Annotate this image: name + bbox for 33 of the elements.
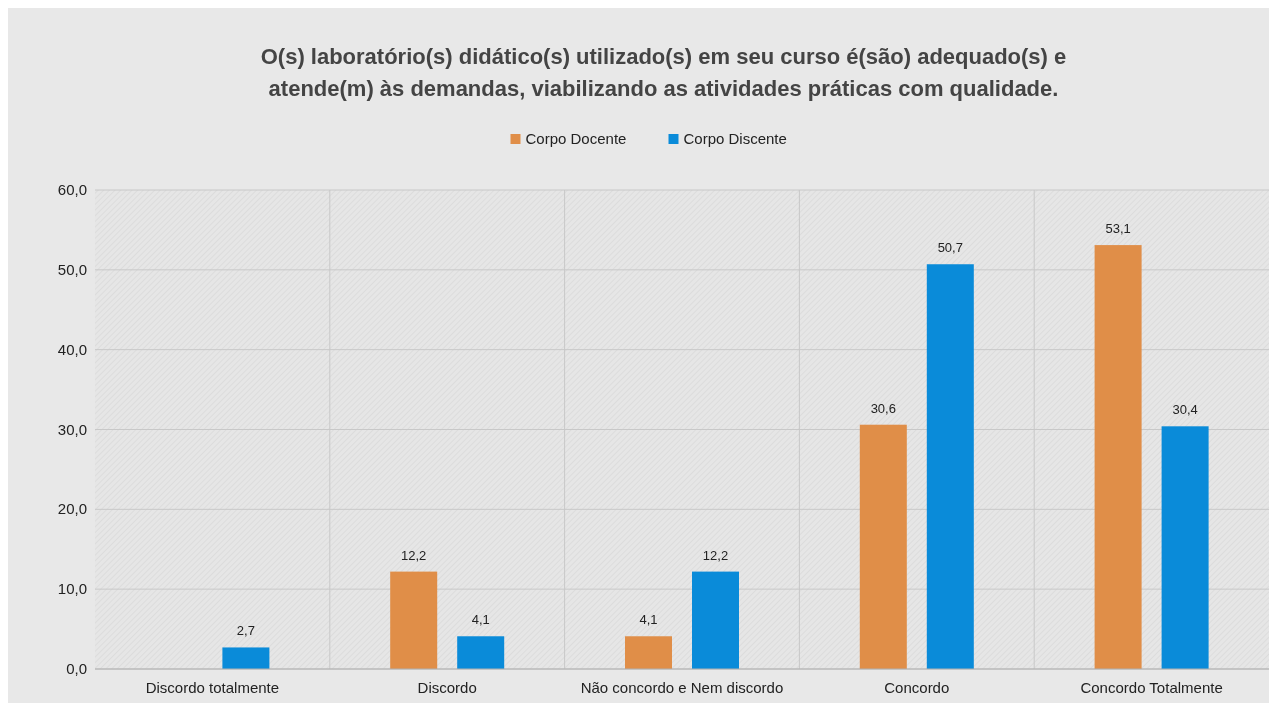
bar [222, 647, 270, 669]
bar [457, 636, 505, 669]
bar [926, 264, 974, 669]
data-label: 30,6 [870, 400, 896, 416]
y-tick-label: 20,0 [57, 500, 87, 518]
y-tick-label: 0,0 [66, 660, 87, 677]
data-label: 50,7 [937, 240, 963, 256]
y-tick-label: 40,0 [57, 340, 87, 358]
x-tick-label: Discordo [417, 679, 477, 696]
chart-title: O(s) laboratório(s) didático(s) utilizado(s) em seu curso é(são) adequado(s) e atende(m) às demandas, viabilizando as atividades práticas com qualidade. [260, 44, 1067, 101]
y-tick-label: 30,0 [57, 420, 87, 438]
bar [1161, 426, 1209, 669]
x-tick-label: Concordo [884, 679, 950, 696]
bar [859, 424, 907, 669]
data-label: 12,2 [401, 547, 427, 563]
legend-label: Corpo Docente [525, 130, 627, 147]
data-label: 30,4 [1172, 402, 1198, 418]
data-label: 4,1 [471, 612, 490, 628]
data-label: 4,1 [639, 612, 658, 628]
x-tick-label: Discordo totalmente [145, 679, 280, 696]
y-tick-label: 60,0 [57, 181, 87, 198]
y-tick-label: 10,0 [57, 580, 87, 598]
bar [625, 636, 672, 669]
data-label: 53,1 [1105, 221, 1131, 237]
data-label: 2,7 [236, 623, 255, 639]
bar [692, 571, 739, 669]
x-tick-label: Concordo Totalmente [1080, 679, 1223, 696]
bar [1094, 245, 1142, 669]
legend-label: Corpo Discente [683, 130, 787, 147]
data-label: 12,2 [702, 547, 729, 563]
x-tick-label: Não concordo e Nem discordo [580, 679, 784, 696]
bar [390, 571, 438, 669]
y-tick-label: 50,0 [57, 260, 87, 278]
